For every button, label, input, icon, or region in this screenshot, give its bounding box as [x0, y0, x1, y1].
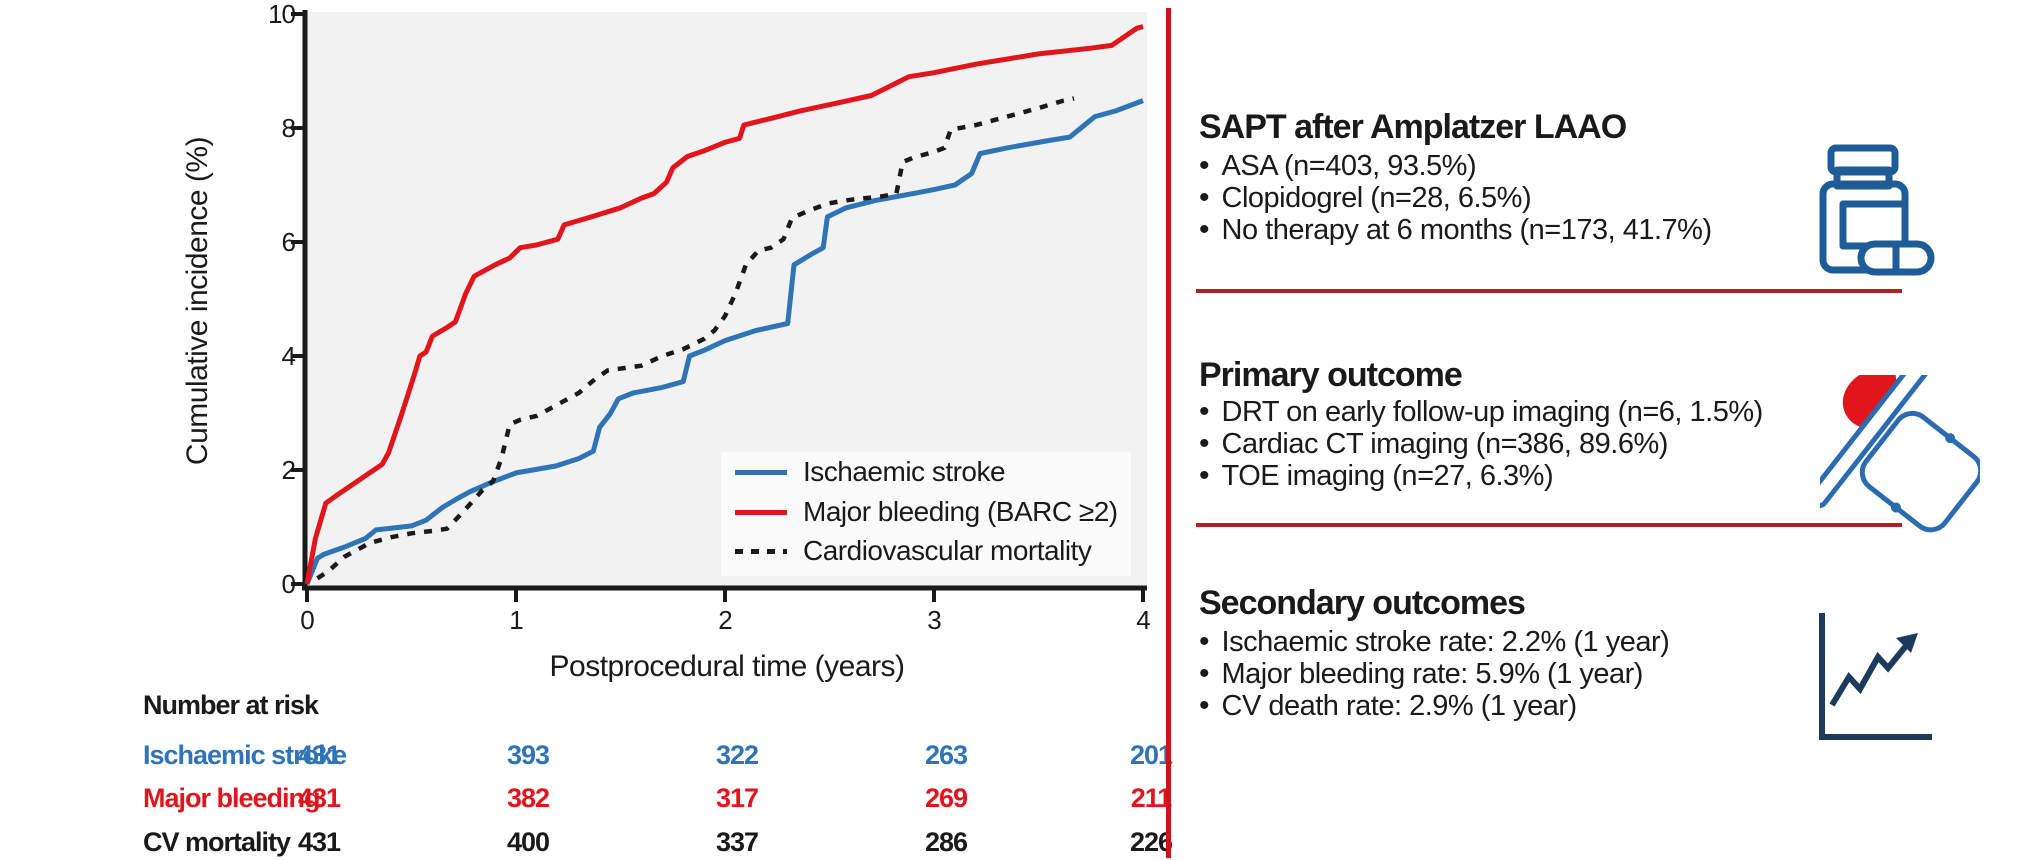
section-title: Primary outcome [1199, 356, 1463, 394]
risk-value: 211 [1130, 783, 1173, 813]
list-item: • TOE imaging (n=27, 6.3%) [1199, 459, 1554, 492]
horizontal-divider-1 [1196, 289, 1902, 293]
blue-line-swatch-icon [735, 469, 787, 475]
section-title: Secondary outcomes [1199, 584, 1526, 622]
list-item: • CV death rate: 2.9% (1 year) [1199, 689, 1578, 722]
bullet-icon: • [1199, 213, 1210, 246]
risk-value: 263 [924, 740, 968, 770]
bullet-icon: • [1199, 689, 1210, 722]
y-tick-label-0: 0 [281, 569, 296, 599]
bullet-text: ASA (n=403, 93.5%) [1221, 149, 1477, 182]
y-tick-label-6: 6 [281, 227, 296, 257]
pill-bottle-icon [1819, 144, 1935, 276]
curve-ischaemic-stroke [304, 98, 1144, 585]
risk-value: 269 [924, 783, 968, 813]
legend-item-ischaemic-stroke: Ischaemic stroke [735, 452, 1006, 492]
bullet-text: Cardiac CT imaging (n=386, 89.6%) [1221, 427, 1669, 460]
bullet-icon: • [1199, 149, 1210, 182]
y-tick-label-8: 8 [281, 113, 296, 143]
list-item: • Clopidogrel (n=28, 6.5%) [1199, 181, 1532, 214]
list-item: • Ischaemic stroke rate: 2.2% (1 year) [1199, 625, 1670, 658]
chart-legend: Ischaemic stroke Major bleeding (BARC ≥2… [721, 452, 1131, 576]
risk-value: 317 [715, 783, 759, 813]
bullet-icon: • [1199, 427, 1210, 460]
section-sapt: SAPT after Amplatzer LAAO • ASA (n=403, … [1199, 108, 1839, 258]
legend-label: Major bleeding (BARC ≥2) [803, 496, 1118, 527]
x-axis-title: Postprocedural time (years) [549, 650, 905, 683]
section-primary-outcome: Primary outcome • DRT on early follow-up… [1199, 356, 1839, 506]
y-tick-label-4: 4 [281, 341, 296, 371]
legend-label: Ischaemic stroke [803, 456, 1006, 487]
cumulative-incidence-plot [291, 10, 1147, 602]
bullet-text: Ischaemic stroke rate: 2.2% (1 year) [1221, 625, 1670, 658]
vertical-divider [1166, 8, 1171, 858]
trend-chart-icon [1819, 613, 1932, 740]
bullet-icon: • [1199, 657, 1210, 690]
y-axis-title: Cumulative incidence (%) [181, 136, 214, 466]
curve-major-bleeding-barc- [304, 24, 1144, 585]
red-line-swatch-icon [735, 509, 787, 515]
laao-device-thrombus-icon [1820, 375, 1980, 533]
risk-value: 431 [297, 783, 341, 813]
bullet-icon: • [1199, 395, 1210, 428]
section-secondary-outcomes: Secondary outcomes • Ischaemic stroke ra… [1199, 584, 1839, 734]
bullet-text: CV death rate: 2.9% (1 year) [1221, 689, 1578, 722]
dashed-line-swatch-icon [735, 548, 787, 554]
risk-value: 337 [715, 827, 759, 857]
risk-value: 226 [1129, 827, 1173, 857]
legend-item-cv-mortality: Cardiovascular mortality [735, 531, 1092, 571]
list-item: • Major bleeding rate: 5.9% (1 year) [1199, 657, 1644, 690]
y-tick-label-10: 10 [268, 0, 296, 29]
risk-value: 322 [715, 740, 759, 770]
risk-value: 393 [506, 740, 550, 770]
list-item: • Cardiac CT imaging (n=386, 89.6%) [1199, 427, 1669, 460]
list-item: • No therapy at 6 months (n=173, 41.7%) [1199, 213, 1713, 246]
x-tick-label-0: 0 [300, 605, 314, 635]
risk-row-label-ischaemic-stroke: Ischaemic stroke [143, 740, 347, 770]
risk-value: 400 [506, 827, 550, 857]
risk-value: 201 [1129, 740, 1173, 770]
x-tick-label-2: 2 [718, 605, 732, 635]
arrow-head [1896, 633, 1918, 653]
survival-curves [304, 24, 1144, 585]
y-tick-label-2: 2 [281, 455, 296, 485]
bullet-text: TOE imaging (n=27, 6.3%) [1221, 459, 1554, 492]
legend-label: Cardiovascular mortality [803, 535, 1092, 566]
bullet-text: DRT on early follow-up imaging (n=6, 1.5… [1221, 395, 1764, 428]
bullet-icon: • [1199, 181, 1210, 214]
risk-row-label-cv-mortality: CV mortality [143, 827, 291, 857]
risk-row-label-major-bleeding: Major bleeding [143, 783, 321, 813]
bullet-icon: • [1199, 625, 1210, 658]
risk-value: 382 [506, 783, 550, 813]
bullet-icon: • [1199, 459, 1210, 492]
legend-item-major-bleeding: Major bleeding (BARC ≥2) [735, 492, 1118, 532]
risk-value: 431 [297, 827, 341, 857]
list-item: • DRT on early follow-up imaging (n=6, 1… [1199, 395, 1764, 428]
risk-value: 431 [297, 740, 341, 770]
number-at-risk-header: Number at risk [143, 690, 319, 720]
x-tick-label-1: 1 [509, 605, 523, 635]
x-tick-label-3: 3 [927, 605, 941, 635]
bullet-text: No therapy at 6 months (n=173, 41.7%) [1221, 213, 1713, 246]
risk-value: 286 [924, 827, 968, 857]
horizontal-divider-2 [1196, 523, 1902, 527]
bullet-text: Major bleeding rate: 5.9% (1 year) [1221, 657, 1644, 690]
list-item: • ASA (n=403, 93.5%) [1199, 149, 1477, 182]
section-title: SAPT after Amplatzer LAAO [1199, 108, 1627, 146]
bullet-text: Clopidogrel (n=28, 6.5%) [1221, 181, 1532, 214]
x-tick-label-4: 4 [1136, 605, 1150, 635]
curve-cardiovascular-mortality [316, 96, 1075, 581]
